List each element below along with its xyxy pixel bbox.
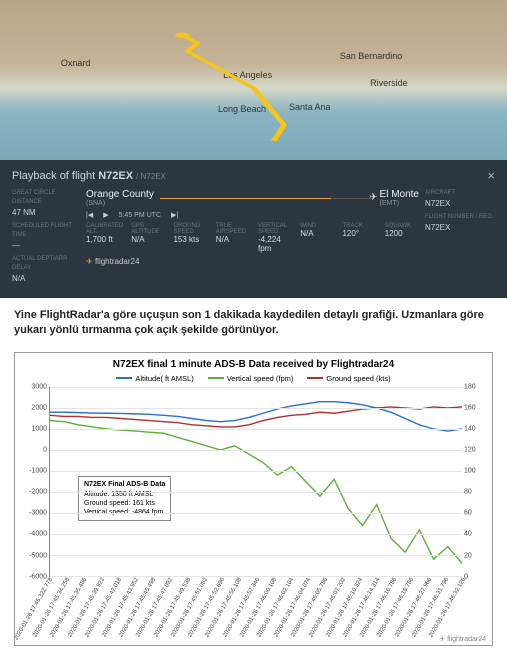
chart-legend: Altitude( ft AMSL)Vertical speed (fpm)Gr… <box>21 374 486 383</box>
panel-title: Playback of flight N72EX / N72EX <box>12 170 166 182</box>
flight-path <box>0 0 507 160</box>
map-view[interactable]: Los AngelesSan BernardinoLong BeachSanta… <box>0 0 507 160</box>
close-icon[interactable]: × <box>487 168 495 183</box>
y-axis-right: 020406080100120140160180 <box>462 387 486 577</box>
flight-panel: Playback of flight N72EX / N72EX × GREAT… <box>0 160 507 298</box>
article-caption: Yine FlightRadar'a göre uçuşun son 1 dak… <box>0 298 507 348</box>
route-row: Orange County(SNA) El Monte(EMT) <box>86 189 419 207</box>
data-callout: N72EX Final ADS-B Data Altitude: 1350 ft… <box>78 476 171 521</box>
chart-container: N72EX final 1 minute ADS-B Data received… <box>14 352 493 646</box>
x-axis: 2020-01-26 17:45:32Z.7782020-01-26 17:45… <box>49 577 462 633</box>
brand-logo: flightradar24 <box>86 257 419 266</box>
y-axis-left: -6000-5000-4000-3000-2000-10000100020003… <box>21 387 49 577</box>
route-progress <box>160 198 374 199</box>
playback-time: 5:45 PM UTC <box>119 212 161 219</box>
plot-area: N72EX Final ADS-B Data Altitude: 1350 ft… <box>49 387 462 577</box>
play-icon[interactable]: ▶ <box>103 211 108 219</box>
skip-fwd-icon[interactable]: ▶| <box>171 211 178 219</box>
chart-title: N72EX final 1 minute ADS-B Data received… <box>21 359 486 370</box>
skip-back-icon[interactable]: |◀ <box>86 211 93 219</box>
